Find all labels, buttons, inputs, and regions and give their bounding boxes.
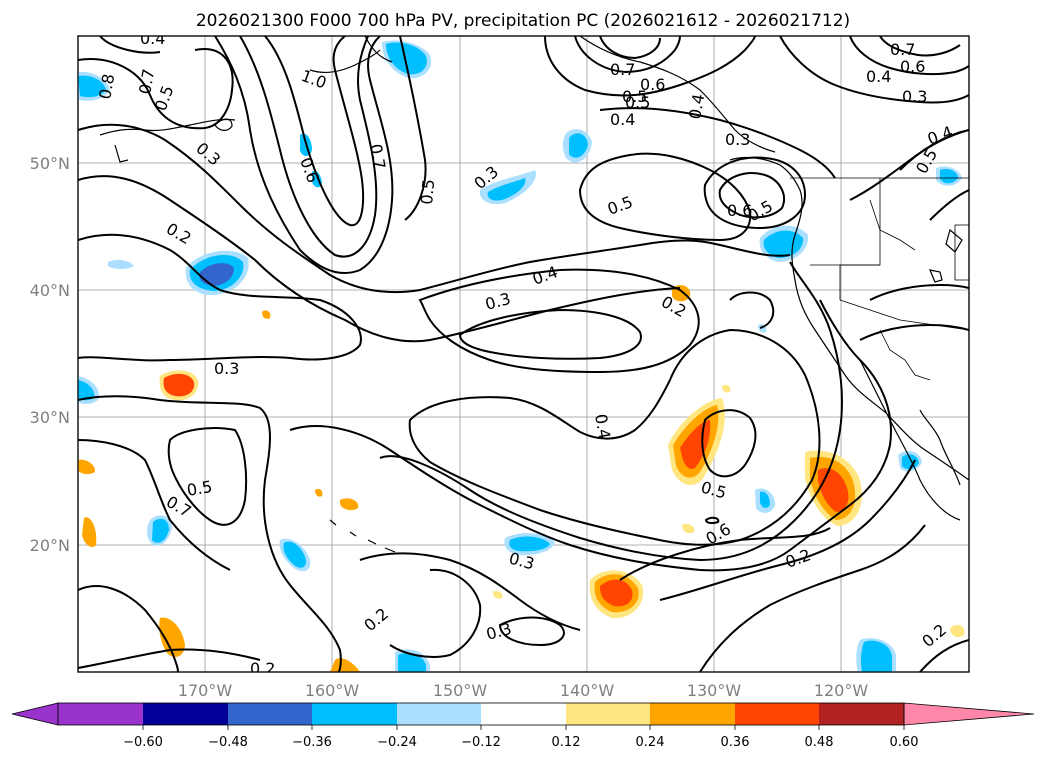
lon-label: 170°W bbox=[178, 681, 233, 700]
contour-label: 0.4 bbox=[591, 412, 614, 440]
contour-label: 0.5 bbox=[185, 477, 213, 500]
colorbar-tick: 0.36 bbox=[721, 735, 750, 750]
lon-label: 160°W bbox=[305, 681, 360, 700]
contour-label: 0.6 bbox=[727, 201, 752, 220]
colorbar-bin bbox=[58, 703, 143, 725]
coastlines bbox=[99, 36, 969, 553]
contour-label: 0.4 bbox=[866, 67, 891, 86]
colorbar-bin bbox=[650, 703, 735, 725]
contour-label: 0.7 bbox=[366, 142, 389, 170]
borders bbox=[790, 177, 969, 381]
contour-label: 0.3 bbox=[214, 359, 239, 378]
contour-label: 0.6 bbox=[900, 57, 925, 76]
lon-label: 150°W bbox=[433, 681, 488, 700]
lon-labels: 170°W 160°W 150°W 140°W 130°W 120°W bbox=[178, 681, 869, 700]
contour-label: 0.8 bbox=[95, 72, 118, 100]
contour-label: 0.5 bbox=[417, 178, 438, 205]
contour-label: 0.5 bbox=[625, 93, 650, 112]
colorbar-tick: 0.24 bbox=[636, 735, 665, 750]
lat-label: 30°N bbox=[30, 408, 70, 427]
colorbar-bin bbox=[481, 703, 566, 725]
map-panel: 0.4 0.8 0.7 0.5 1.0 0.6 0.3 0.7 0.5 0.3 … bbox=[77, 29, 970, 678]
lat-label: 20°N bbox=[30, 536, 70, 555]
colorbar-tick: 0.12 bbox=[552, 735, 581, 750]
contour-label: 0.3 bbox=[725, 130, 750, 149]
contour-label: 0.2 bbox=[250, 659, 275, 678]
contour-label: 0.7 bbox=[610, 60, 635, 79]
map-title: 2026021300 F000 700 hPa PV, precipitatio… bbox=[196, 11, 850, 31]
colorbar-tick: 0.48 bbox=[805, 735, 834, 750]
colorbar-tick: −0.36 bbox=[292, 735, 332, 750]
colorbar-bin bbox=[735, 703, 819, 725]
colorbar-tick: −0.12 bbox=[461, 735, 501, 750]
lon-label: 120°W bbox=[814, 681, 869, 700]
colorbar-extend-low bbox=[11, 702, 59, 726]
colorbar-tick: −0.48 bbox=[208, 735, 248, 750]
contour-label: 0.7 bbox=[135, 67, 158, 95]
contour-label: 0.7 bbox=[890, 40, 915, 59]
colorbar-extend-high bbox=[903, 702, 1035, 726]
map-border bbox=[77, 35, 970, 673]
colorbar-tick: −0.60 bbox=[123, 735, 163, 750]
contour-label: 0.5 bbox=[622, 87, 647, 106]
precip-shading bbox=[78, 40, 965, 672]
lat-labels: 50°N 40°N 30°N 20°N bbox=[30, 154, 70, 555]
colorbar-bin bbox=[819, 703, 904, 725]
pv-contours bbox=[78, 36, 969, 672]
lon-label: 140°W bbox=[560, 681, 615, 700]
lon-label: 130°W bbox=[687, 681, 742, 700]
colorbar: −0.60 −0.48 −0.36 −0.24 −0.12 0.12 0.24 … bbox=[11, 702, 1035, 750]
contour-label: 0.4 bbox=[610, 110, 635, 129]
colorbar-tick: −0.24 bbox=[377, 735, 417, 750]
contour-label: 0.6 bbox=[640, 75, 665, 94]
lat-label: 40°N bbox=[30, 281, 70, 300]
lat-label: 50°N bbox=[30, 154, 70, 173]
colorbar-tick: 0.60 bbox=[890, 735, 919, 750]
colorbar-bin bbox=[143, 703, 228, 725]
colorbar-bin bbox=[228, 703, 312, 725]
contour-label: 0.4 bbox=[685, 92, 708, 120]
contour-label: 0.3 bbox=[902, 87, 927, 106]
colorbar-bin bbox=[397, 703, 481, 725]
colorbar-bin bbox=[312, 703, 397, 725]
colorbar-bin bbox=[566, 703, 650, 725]
contour-label: 0.4 bbox=[140, 29, 165, 48]
